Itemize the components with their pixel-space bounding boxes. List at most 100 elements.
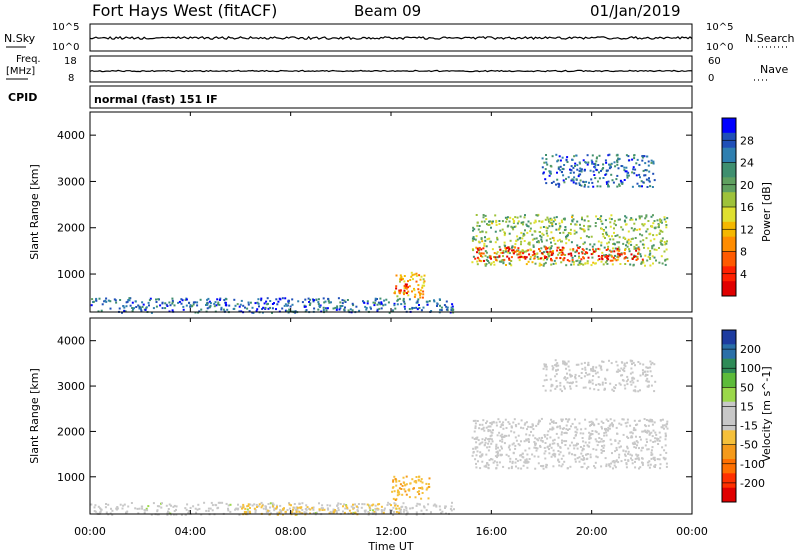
range-gate-cell [645,214,648,217]
range-gate-cell [613,242,616,245]
range-gate-cell [440,309,443,312]
range-gate-cell [563,257,566,260]
range-gate-cell [560,418,563,421]
range-gate-cell [496,236,499,239]
range-gate-cell [136,507,139,510]
range-gate-cell [561,418,564,421]
range-gate-cell [639,438,642,441]
range-gate-cell [374,511,377,514]
range-gate-cell [578,422,581,425]
range-gate-cell [603,246,606,249]
range-gate-cell [597,247,600,250]
range-gate-cell [346,506,349,509]
range-gate-cell [618,456,620,459]
range-gate-cell [311,298,314,301]
range-gate-cell [480,454,483,457]
range-gate-cell [484,250,487,253]
range-gate-cell [98,297,101,300]
range-gate-cell [561,240,563,243]
range-gate-cell [556,178,559,181]
range-gate-cell [275,308,277,311]
nave-tick-bottom: 0 [708,73,714,84]
range-gate-cell [635,218,637,221]
range-gate-cell [577,247,580,250]
range-gate-cell [155,301,158,303]
range-gate-cell [495,221,498,224]
range-gate-cell [487,466,490,469]
range-gate-cell [473,430,476,433]
range-gate-cell [626,241,629,244]
range-gate-cell [610,214,613,217]
range-gate-cell [397,491,400,494]
range-gate-cell [527,425,530,428]
range-gate-cell [352,503,354,506]
range-gate-cell [478,225,481,227]
colorbar-segment [722,207,736,223]
range-gate-cell [564,363,567,366]
range-gate-cell [587,236,590,239]
velocity-colorbar-label: Velocity [m s^-1] [760,366,773,461]
range-gate-cell [528,458,531,460]
range-gate-cell [288,299,290,302]
range-gate-cell [653,363,656,366]
range-gate-cell [565,235,567,238]
range-gate-cell [520,240,523,243]
range-gate-cell [533,441,536,443]
range-gate-cell [644,429,647,432]
range-gate-cell [651,361,654,364]
range-gate-cell [541,166,544,169]
range-gate-cell [308,304,311,306]
range-gate-cell [99,507,102,510]
range-gate-cell [600,365,603,368]
range-gate-cell [265,511,268,514]
range-gate-cell [385,298,388,301]
x-tick-label: 00:00 [676,525,708,538]
range-gate-cell [421,284,424,287]
range-gate-cell [489,435,492,438]
range-gate-cell [545,365,548,368]
range-gate-cell [557,444,560,447]
range-gate-cell [148,304,150,307]
range-gate-cell [591,256,594,259]
range-gate-cell [587,465,590,468]
range-gate-cell [552,421,555,424]
range-gate-cell [490,423,493,426]
range-gate-cell [594,248,597,251]
range-gate-cell [568,451,571,454]
range-gate-cell [214,503,217,506]
range-gate-cell [406,511,409,514]
velocity-scatter [90,359,669,516]
range-gate-cell [168,503,171,506]
range-gate-cell [299,511,302,514]
range-gate-cell [650,384,653,387]
range-gate-cell [573,155,576,158]
range-gate-cell [562,454,565,457]
range-gate-cell [519,454,522,457]
range-gate-cell [631,185,634,188]
range-gate-cell [591,367,594,370]
range-gate-cell [631,258,634,260]
range-gate-cell [553,259,556,262]
range-gate-cell [557,368,559,371]
range-gate-cell [265,507,267,510]
range-gate-cell [365,308,368,311]
range-gate-cell [482,252,485,255]
range-gate-cell [451,501,453,504]
range-gate-cell [537,421,540,424]
range-gate-cell [567,232,570,234]
range-gate-cell [629,380,632,383]
range-gate-cell [610,162,613,165]
range-gate-cell [577,175,580,178]
range-gate-cell [433,503,436,506]
range-gate-cell [395,480,398,483]
range-gate-cell [665,224,668,226]
range-gate-cell [660,243,663,246]
range-gate-cell [583,219,586,222]
range-gate-cell [430,310,433,312]
range-gate-cell [576,164,579,167]
range-gate-cell [651,247,654,250]
range-gate-cell [288,502,290,505]
range-gate-cell [578,184,581,186]
range-gate-cell [377,301,380,304]
